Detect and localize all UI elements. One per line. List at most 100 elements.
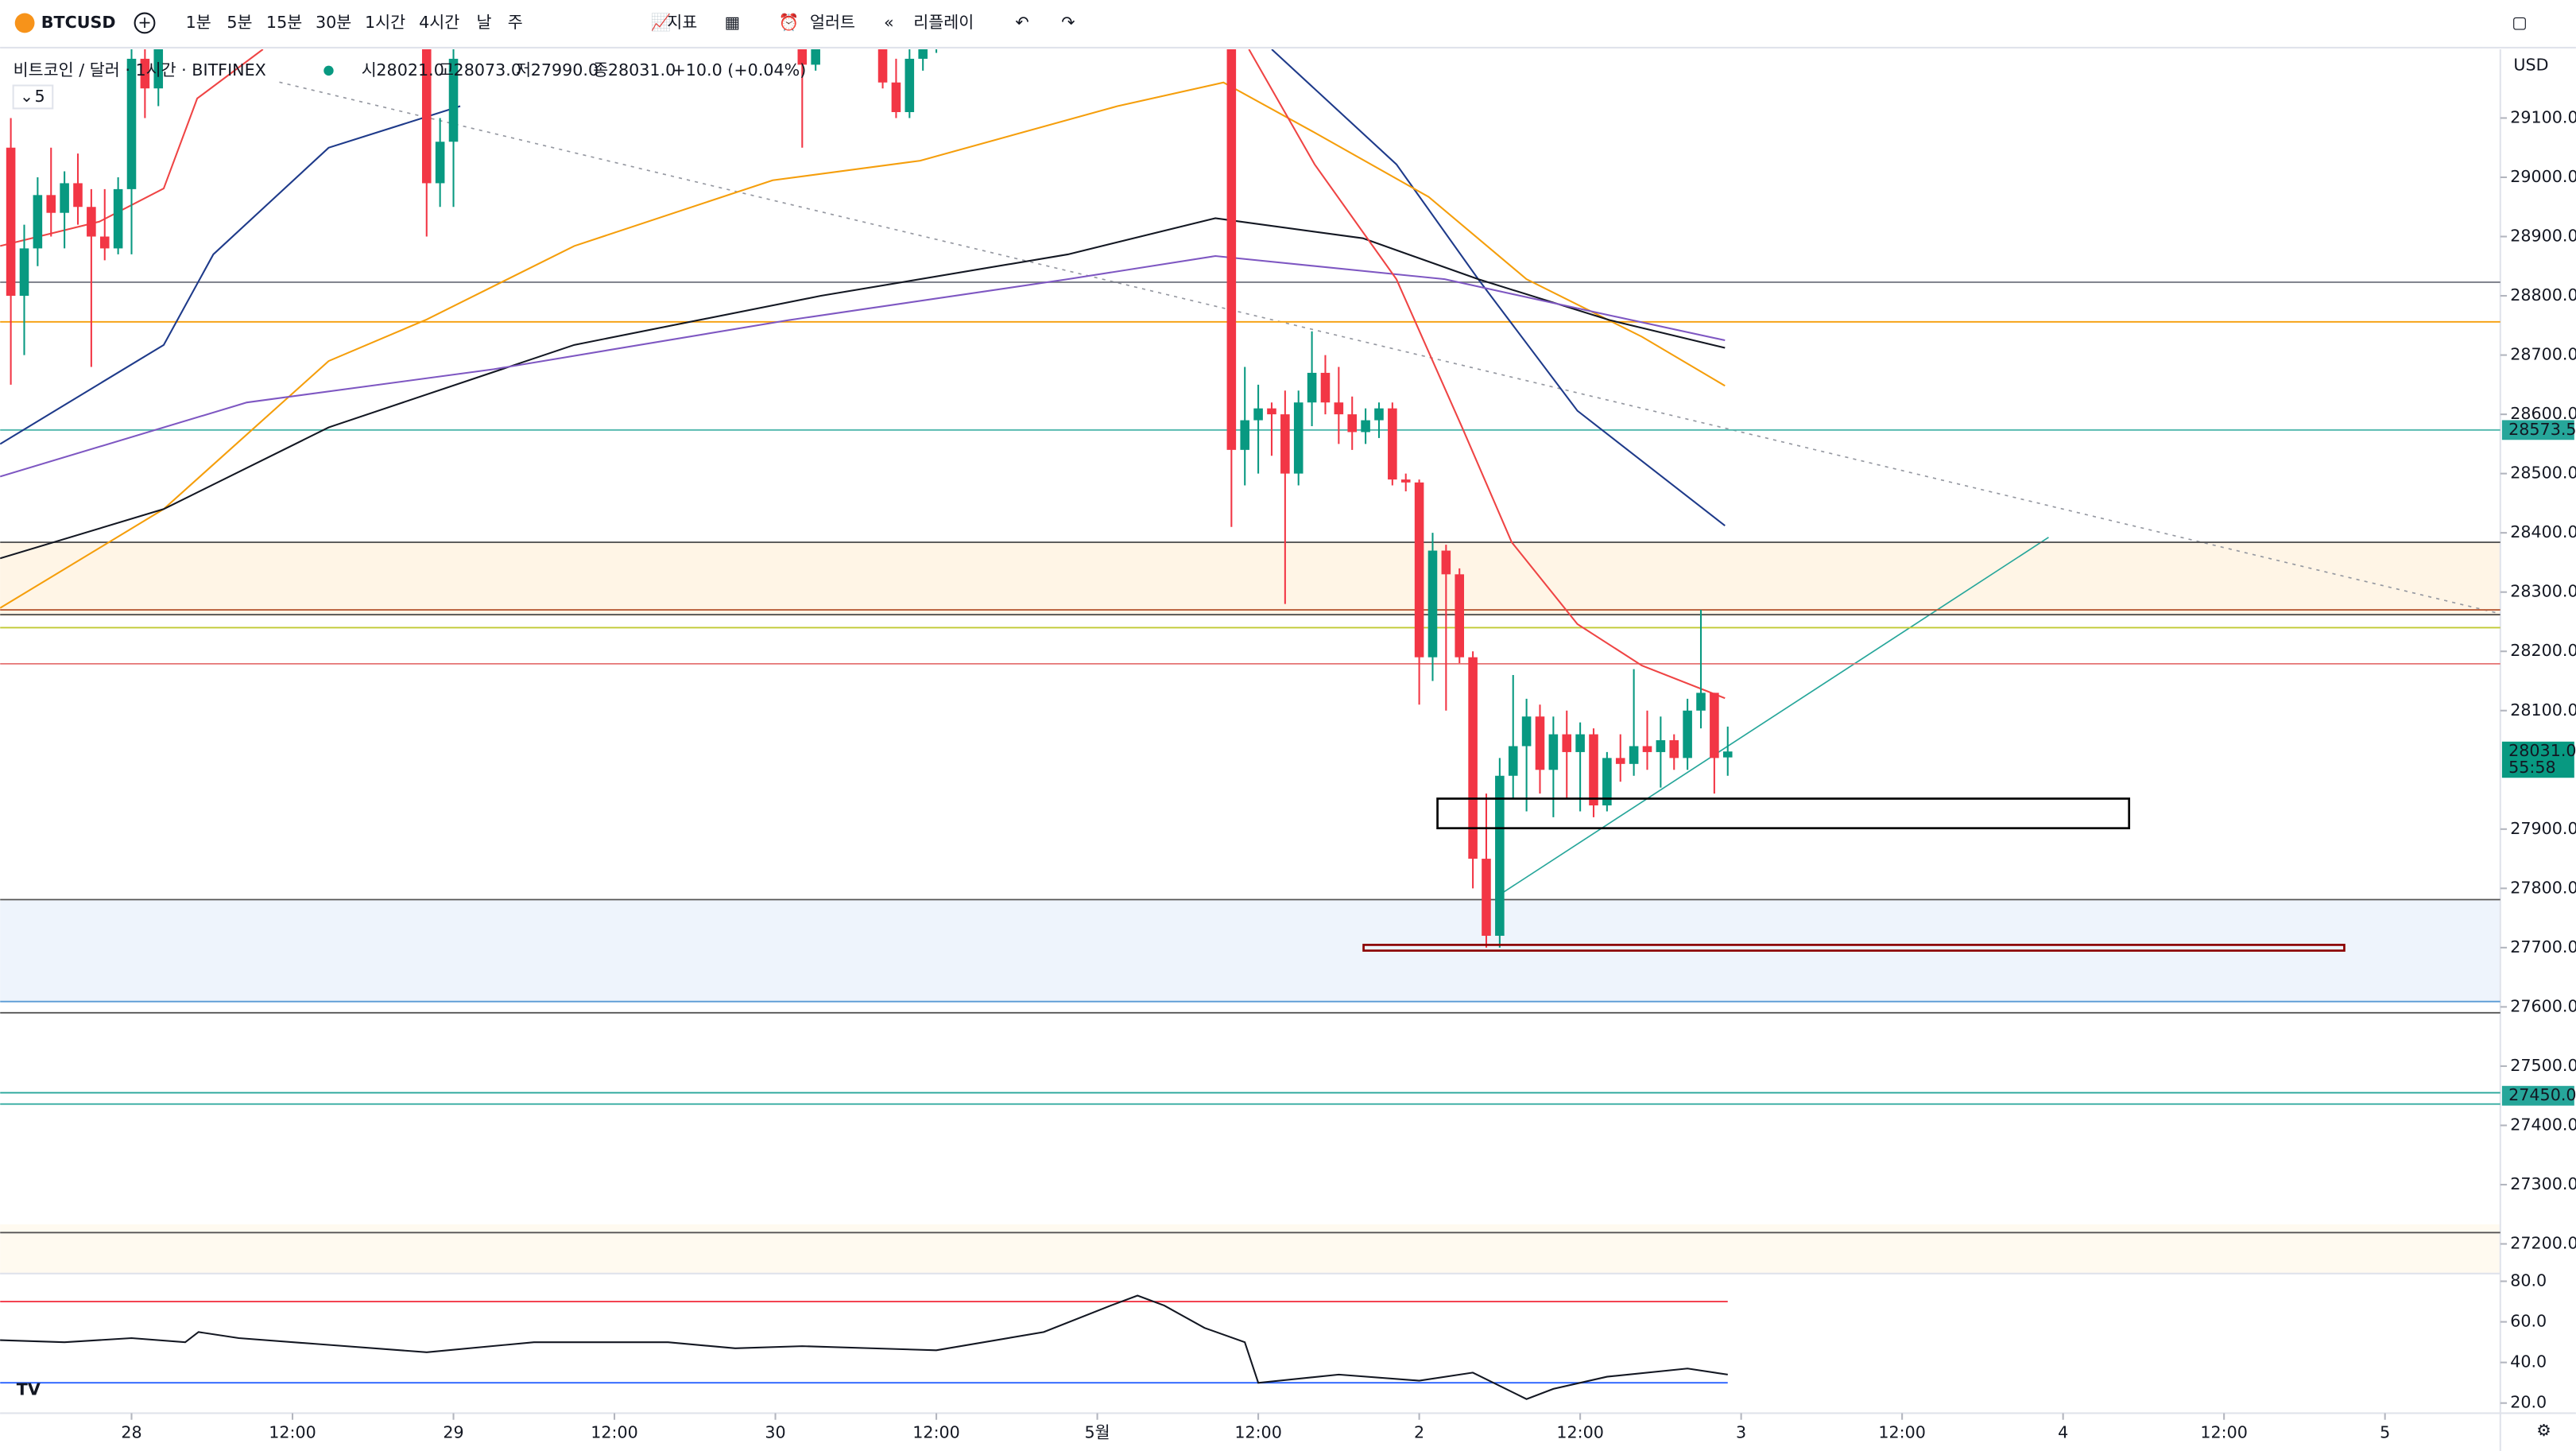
candle-body: [1495, 775, 1505, 936]
price-badge-label: 27450.0: [2508, 1085, 2576, 1104]
plot: [0, 49, 2500, 1234]
rsi-pane: [0, 1294, 1728, 1400]
add-icon: +: [138, 13, 151, 32]
interval-button[interactable]: 날: [476, 13, 491, 32]
interval-button[interactable]: 15분: [266, 13, 302, 32]
interval-button[interactable]: 1시간: [365, 13, 405, 32]
legend-value: 28073.0: [454, 60, 521, 80]
layout-icon[interactable]: ▦: [725, 13, 741, 32]
moving-average: [0, 81, 1726, 609]
y-tick-label: 27200.0: [2510, 1234, 2576, 1253]
status-dot: [323, 65, 334, 76]
legend-title: 비트코인 / 달러 · 1시간 · BITFINEX: [14, 60, 266, 80]
candle-body: [1696, 693, 1706, 711]
drawing-rect: [1436, 797, 2131, 830]
y-tick-label: 27500.0: [2510, 1056, 2576, 1075]
candle-body: [421, 49, 432, 184]
candle-body: [1602, 758, 1612, 806]
candle-body: [1642, 746, 1652, 752]
candle-body: [1589, 734, 1598, 806]
legend-value: 27990.0: [531, 60, 598, 80]
currency[interactable]: USD: [2513, 56, 2548, 75]
y-tick-label: 28500.0: [2510, 464, 2576, 483]
maximize[interactable]: ▢: [2512, 13, 2528, 32]
candle-body: [1320, 372, 1331, 403]
candle-body: [1468, 657, 1478, 859]
rsi-tick-label: 60.0: [2510, 1312, 2547, 1331]
x-tick-label: 5월: [1084, 1422, 1110, 1441]
candle-body: [1521, 716, 1532, 747]
candle-body: [126, 58, 137, 189]
price-badge: [2501, 420, 2574, 440]
symbol[interactable]: BTCUSD: [41, 13, 116, 32]
interval-button[interactable]: 30분: [316, 13, 351, 32]
interval-button[interactable]: 주: [508, 13, 523, 32]
candle-body: [448, 58, 459, 142]
redo[interactable]: ↷: [1061, 13, 1075, 32]
replay-icon: «: [884, 13, 894, 32]
legend-label: 시: [362, 60, 377, 80]
candle-body: [46, 195, 56, 213]
candle-body: [1334, 402, 1344, 415]
volume-length: 5: [35, 87, 45, 106]
volume-arrow: ⌄: [20, 87, 33, 106]
candle-body: [1427, 550, 1438, 658]
x-tick-label: 4: [2058, 1422, 2068, 1441]
x-tick-label: 28: [121, 1422, 141, 1441]
legend-label: 저: [516, 60, 531, 80]
trend-line: [1497, 537, 2049, 897]
candle-body: [6, 147, 16, 297]
x-tick-label: 12:00: [269, 1422, 316, 1441]
candle-body: [877, 49, 888, 83]
settings[interactable]: ⚙: [2536, 1421, 2551, 1440]
candle-body: [1669, 740, 1679, 758]
candle-body: [1240, 420, 1249, 450]
interval-button[interactable]: 4시간: [419, 13, 459, 32]
interval-button[interactable]: 1분: [186, 13, 211, 32]
candle-body: [60, 183, 69, 213]
x-tick-label: 30: [765, 1422, 785, 1441]
alert-button[interactable]: 얼러트: [810, 13, 855, 32]
y-tick-label: 29000.0: [2510, 167, 2576, 186]
candle-body: [1400, 479, 1411, 483]
y-tick-label: 28800.0: [2510, 285, 2576, 305]
candle-body: [1548, 734, 1559, 770]
candle-body: [1414, 482, 1424, 658]
y-tick-label: 28400.0: [2510, 522, 2576, 541]
candle-body: [153, 49, 164, 89]
y-tick-label: 27900.0: [2510, 819, 2576, 838]
axes: 27200.0 27300.0 27400.0 27500.0 27600.0 27700…: [121, 107, 2576, 1441]
candle-body: [1253, 408, 1263, 421]
intervals: 1분 5분 15분 30분 1시간 4시간 날 주: [186, 13, 523, 32]
volume-legend[interactable]: [12, 84, 54, 110]
y-tick-label: 27800.0: [2510, 878, 2576, 897]
y-tick-label: 27300.0: [2510, 1174, 2576, 1193]
undo[interactable]: ↶: [1015, 13, 1028, 32]
candle-body: [1710, 693, 1719, 758]
candle-body: [140, 58, 150, 89]
candle-body: [1482, 859, 1491, 936]
candle-body: [1280, 414, 1290, 474]
candle-body: [1656, 740, 1666, 752]
y-tick-label: 27600.0: [2510, 996, 2576, 1015]
x-tick-label: 12:00: [2200, 1422, 2248, 1441]
rsi-tick-label: 80.0: [2510, 1271, 2547, 1290]
logo: 𝗧𝗩: [17, 1380, 41, 1399]
indicators-icon: 📈: [651, 13, 672, 32]
replay-button[interactable]: 리플레이: [913, 13, 974, 32]
candle-body: [1562, 734, 1572, 752]
price-badge: [2501, 741, 2574, 778]
legend-change: +10.0 (+0.04%): [672, 60, 806, 80]
candle-body: [1361, 420, 1370, 433]
symbol-icon: [14, 13, 35, 33]
indicators-button[interactable]: 지표: [667, 13, 697, 32]
candle-body: [1388, 408, 1397, 480]
alert-icon: ⏰: [779, 12, 800, 32]
candle-body: [1267, 408, 1276, 415]
interval-button[interactable]: 5분: [227, 13, 252, 32]
candle-body: [1293, 402, 1303, 474]
add-button[interactable]: [134, 12, 156, 34]
